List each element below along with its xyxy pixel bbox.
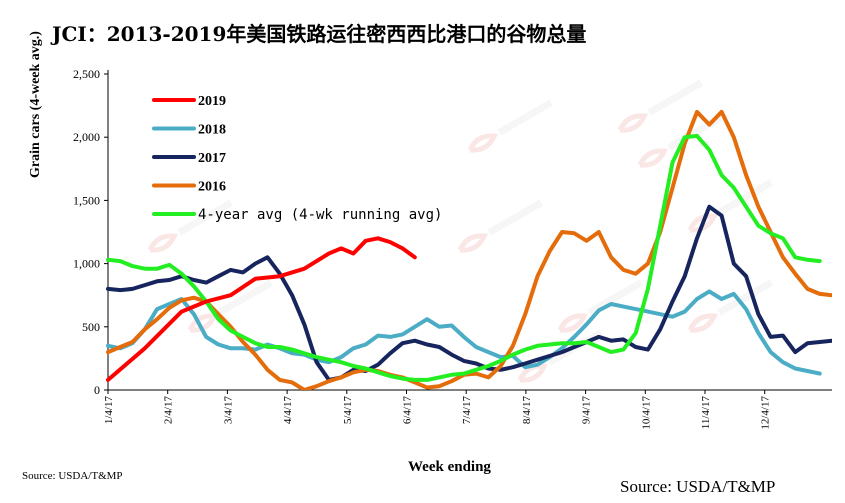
x-tick-label: 11/4/17 (700, 396, 712, 430)
source-note-right: Source: USDA/T&MP (620, 477, 776, 496)
watermark-mark (457, 199, 543, 253)
x-tick-label: 5/4/17 (342, 396, 354, 425)
series-line-2016 (106, 109, 832, 390)
watermark-mark (147, 199, 233, 253)
watermark-mark (687, 279, 773, 333)
x-tick-label: 2/4/17 (163, 396, 175, 425)
y-tick-label: 1,500 (73, 193, 100, 207)
watermark-mark (517, 329, 603, 383)
source-note-left: Source: USDA/T&MP (22, 470, 123, 482)
legend-label: 2016 (198, 180, 226, 195)
y-tick-label: 2,000 (73, 130, 100, 144)
legend-label: 2019 (198, 94, 226, 109)
watermark-mark (467, 99, 553, 153)
series-line-2019 (106, 236, 417, 382)
watermark-mark (617, 79, 703, 133)
y-tick-label: 500 (82, 320, 100, 334)
y-tick-label: 2,500 (73, 67, 100, 81)
y-tick-label: 1,000 (73, 257, 100, 271)
legend-label: 2017 (198, 151, 226, 166)
watermark-mark (557, 279, 643, 333)
x-axis-label: Week ending (408, 459, 491, 475)
y-axis-label: Grain cars (4-week avg.) (28, 31, 43, 178)
x-tick-label: 10/4/17 (640, 396, 652, 430)
series-line-2017 (106, 204, 832, 382)
x-tick-label: 8/4/17 (521, 396, 533, 425)
legend-label: 2018 (198, 123, 226, 138)
legend-label: 4-year avg (4-wk running avg) (198, 207, 442, 223)
x-tick-label: 1/4/17 (103, 396, 115, 425)
series-line-4-year (106, 133, 822, 382)
x-tick-label: 6/4/17 (402, 396, 414, 425)
series-line-2018 (106, 289, 822, 376)
x-tick-label: 4/4/17 (282, 396, 294, 425)
y-tick-label: 0 (94, 383, 100, 397)
x-tick-label: 3/4/17 (222, 396, 234, 425)
chart-title: JCI：2013-2019年美国铁路运往密西西比港口的谷物总量 (52, 22, 587, 46)
x-tick-label: 12/4/17 (760, 396, 772, 430)
x-tick-label: 7/4/17 (461, 396, 473, 425)
x-tick-label: 9/4/17 (581, 396, 593, 425)
